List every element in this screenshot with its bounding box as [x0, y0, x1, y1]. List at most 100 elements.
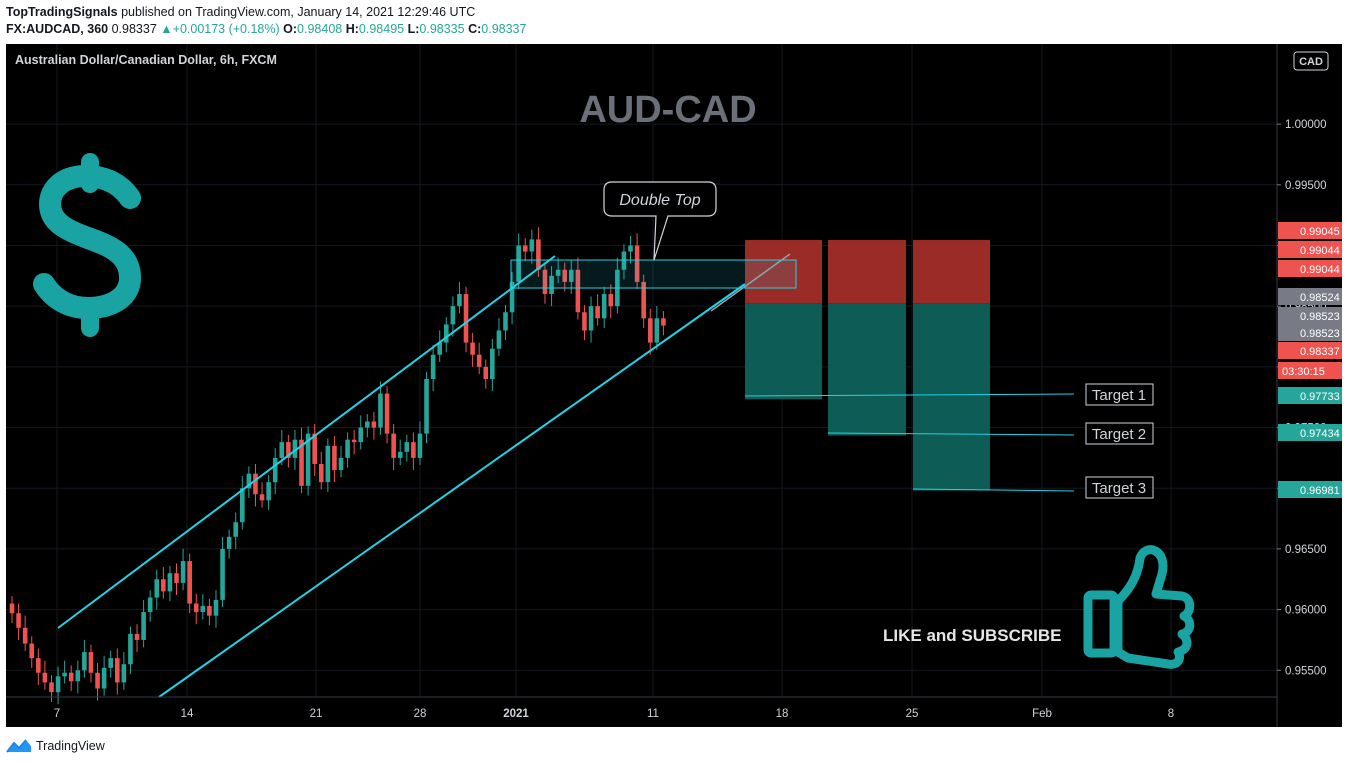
price-label-text: 0.98523: [1300, 328, 1340, 340]
candle-body: [253, 473, 258, 495]
price-label[interactable]: 0.97733: [1278, 387, 1342, 404]
author-name[interactable]: TopTradingSignals: [6, 5, 118, 19]
tradingview-brand[interactable]: TradingView: [36, 739, 105, 753]
price-tick-label: 0.95500: [1285, 665, 1327, 677]
candle-body: [95, 672, 100, 689]
time-axis[interactable]: 7 14 21 28 2021 11 18 25 Feb 8: [6, 696, 1277, 720]
countdown-label[interactable]: 03:30:15: [1278, 362, 1342, 379]
candle-body: [608, 294, 614, 307]
candle-body: [562, 269, 568, 282]
dollar-sign-icon: [33, 153, 142, 337]
footer: TradingView: [6, 737, 105, 755]
candle-body: [621, 251, 627, 270]
pattern-label: Double Top: [619, 192, 700, 209]
tradingview-logo-icon: [6, 739, 31, 753]
candle-body: [29, 643, 35, 659]
target-label: Target 2: [1085, 422, 1154, 445]
candle-body: [220, 548, 225, 600]
candle-body: [516, 245, 521, 282]
price-axis-bg[interactable]: [1277, 44, 1342, 727]
candle-body: [272, 457, 278, 483]
price-label-bg: [1278, 307, 1342, 324]
candle-body: [483, 366, 489, 379]
price-label[interactable]: 0.98524: [1278, 288, 1342, 305]
price-label-text: 0.99045: [1300, 226, 1340, 238]
projection-line: [710, 253, 791, 312]
candle-body: [108, 658, 113, 668]
candle-body: [174, 573, 179, 583]
price-label-bg: [1278, 288, 1342, 305]
candle-body: [661, 318, 666, 326]
candle-body: [62, 672, 67, 677]
low-label: L:: [407, 22, 420, 36]
currency-badge[interactable]: CAD: [1293, 51, 1329, 71]
candle-body: [134, 633, 140, 640]
candle-body: [588, 306, 594, 331]
candle-body: [332, 445, 337, 471]
candle-body: [503, 312, 508, 331]
price-label-text: 0.97733: [1300, 391, 1340, 403]
price-label[interactable]: 0.98523: [1278, 324, 1342, 341]
price-label[interactable]: 0.99044: [1278, 260, 1342, 277]
candle-body: [654, 318, 660, 343]
chart-canvas[interactable]: 0.955000.960000.965000.970000.975000.980…: [6, 44, 1342, 727]
price-axis[interactable]: 0.955000.960000.965000.970000.975000.980…: [1276, 44, 1342, 727]
time-tick-label: Feb: [1032, 708, 1052, 720]
time-tick-label: 2021: [503, 708, 529, 720]
candle-body: [312, 433, 317, 464]
chart-area[interactable]: 0.955000.960000.965000.970000.975000.980…: [6, 44, 1342, 727]
stop-loss-zone: [745, 240, 822, 304]
price-tick-label: 1.00000: [1285, 119, 1327, 131]
countdown-bg: [1278, 362, 1342, 379]
price-label[interactable]: 0.99044: [1278, 241, 1342, 258]
price-label[interactable]: 0.97434: [1278, 424, 1342, 441]
candle-body: [259, 494, 265, 501]
price-label[interactable]: 0.96981: [1278, 481, 1342, 498]
countdown-text: 03:30:15: [1282, 366, 1325, 378]
candle-body: [88, 652, 94, 673]
channel-upper-line: [57, 255, 556, 629]
candle-body: [213, 599, 219, 616]
candle-body: [22, 627, 28, 644]
candle-body: [411, 442, 416, 458]
candle-body: [68, 672, 74, 682]
candle-body: [246, 473, 252, 489]
target-box: [1085, 383, 1154, 406]
take-profit-zone: [828, 303, 906, 436]
time-tick-label: 8: [1168, 708, 1174, 720]
candle-body: [404, 442, 410, 452]
candle-body: [240, 488, 245, 523]
candle-body: [180, 561, 186, 583]
price-label[interactable]: 0.98523: [1278, 307, 1342, 324]
candle-body: [490, 348, 495, 379]
price-label-bg: [1278, 387, 1342, 404]
time-tick-label: 21: [310, 708, 323, 720]
currency-badge-text: CAD: [1299, 56, 1323, 68]
candle-body: [569, 269, 574, 282]
target-box: [1085, 422, 1154, 445]
candle-body: [167, 573, 173, 592]
candle-body: [601, 294, 607, 319]
candle-body: [266, 482, 271, 501]
price-tick-label: 0.99500: [1285, 180, 1327, 192]
chart-title: AUD-CAD: [579, 89, 756, 131]
candle-body: [9, 603, 15, 614]
candle-body: [641, 281, 646, 319]
price-label[interactable]: 0.98337: [1278, 342, 1342, 359]
candle-body: [82, 652, 87, 671]
candle-body: [193, 603, 199, 613]
price-label-bg: [1278, 481, 1342, 498]
thumbs-up-icon: [1083, 545, 1195, 669]
open-label: O:: [283, 22, 298, 36]
candle-body: [75, 670, 81, 682]
time-tick-label: 7: [54, 708, 60, 720]
high-label: H:: [345, 22, 359, 36]
price-label[interactable]: 0.99045: [1278, 222, 1342, 239]
last-price: 0.98337: [111, 22, 157, 36]
candle-body: [42, 672, 48, 683]
candle-body: [161, 579, 166, 592]
candle-body: [647, 318, 653, 343]
price-label-bg: [1278, 222, 1342, 239]
open-value: 0.98408: [297, 22, 343, 36]
price-label-text: 0.99044: [1300, 245, 1340, 257]
